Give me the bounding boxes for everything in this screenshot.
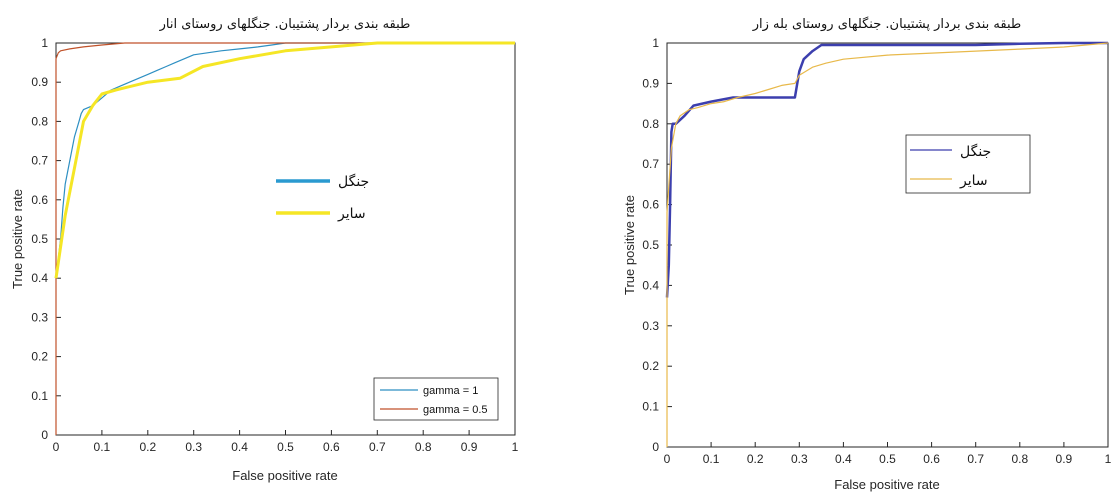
x-tick-label: 0.8 [415,440,432,454]
x-axis-label: False positive rate [834,477,940,492]
y-tick-label: 0.6 [642,198,659,212]
x-tick-label: 0.1 [703,452,720,466]
x-tick-label: 1 [1105,452,1112,466]
series-line [55,42,515,435]
y-tick-label: 0.8 [31,114,48,128]
x-tick-label: 0.4 [231,440,248,454]
chart-left: طبقه بندی بردار پشتیبان. جنگلهای روستای … [10,16,519,483]
y-tick-label: 0.5 [31,232,48,246]
legend-bottom-right: gamma = 1 gamma = 0.5 [373,377,499,421]
x-tick-label: 0.5 [277,440,294,454]
y-tick-label: 0.4 [31,271,48,285]
y-ticks: 0 0.1 0.2 0.3 0.4 0.5 0.6 0.7 0.8 0.9 1 [31,36,61,442]
y-tick-label: 0.1 [642,400,659,414]
x-axis-label: False positive rate [232,468,338,483]
y-tick-label: 1 [41,36,48,50]
x-tick-label: 0.4 [835,452,852,466]
series-line [54,41,515,279]
legend-label-other: سایر [959,173,988,189]
y-tick-label: 0.4 [642,278,659,292]
x-tick-label: 0.1 [94,440,111,454]
y-tick-label: 0.5 [642,238,659,252]
x-tick-label: 0 [664,452,671,466]
legend-label-gamma1: gamma = 1 [423,385,478,397]
y-axis-label: True positive rate [10,189,25,289]
y-axis-label: True positive rate [622,195,637,295]
x-tick-label: 0.7 [369,440,386,454]
legend-label-forest: جنگل [960,143,991,160]
x-tick-label: 0.8 [1011,452,1028,466]
legend-box [905,134,1031,194]
y-tick-label: 0 [41,428,48,442]
legend-upper-right: جنگل سایر [905,134,1031,194]
series-lines [54,41,515,435]
y-tick-label: 0.8 [642,117,659,131]
legend-center: جنگل سایر [276,173,369,222]
y-tick-label: 0.9 [642,76,659,90]
x-ticks: 0 0.1 0.2 0.3 0.4 0.5 0.6 0.7 0.8 0.9 1 [53,430,519,454]
legend-label-other: سایر [337,206,366,222]
x-tick-label: 0.9 [1056,452,1073,466]
chart-title: طبقه بندی بردار پشتیبان. جنگلهای روستای … [752,16,1022,32]
legend-label-forest: جنگل [338,173,369,190]
y-ticks: 0 0.1 0.2 0.3 0.4 0.5 0.6 0.7 0.8 0.9 1 [642,36,672,454]
x-tick-label: 0.2 [139,440,156,454]
series-lines [665,41,1109,447]
y-tick-label: 0 [652,440,659,454]
series-line [55,42,515,275]
y-tick-label: 0.7 [31,154,48,168]
y-tick-label: 0.1 [31,389,48,403]
x-ticks: 0 0.1 0.2 0.3 0.4 0.5 0.6 0.7 0.8 0.9 1 [664,442,1112,466]
series-line [666,42,1109,447]
x-tick-label: 0.5 [879,452,896,466]
y-tick-label: 0.2 [31,350,48,364]
y-tick-label: 0.6 [31,193,48,207]
plot-area [55,42,516,436]
series-line [665,41,1108,298]
x-tick-label: 0.6 [923,452,940,466]
y-tick-label: 0.7 [642,157,659,171]
plot-area [666,42,1109,448]
x-tick-label: 0.2 [747,452,764,466]
chart-right: طبقه بندی بردار پشتیبان. جنگلهای روستای … [622,16,1112,492]
y-tick-label: 0.9 [31,75,48,89]
legend-label-gamma05: gamma = 0.5 [423,404,488,416]
chart-title: طبقه بندی بردار پشتیبان. جنگلهای روستای … [159,16,411,32]
x-tick-label: 0.6 [323,440,340,454]
y-tick-label: 0.2 [642,359,659,373]
y-tick-label: 1 [652,36,659,50]
x-tick-label: 0.9 [461,440,478,454]
x-tick-label: 1 [512,440,519,454]
x-tick-label: 0.3 [791,452,808,466]
y-tick-label: 0.3 [31,310,48,324]
x-tick-label: 0.7 [967,452,984,466]
y-tick-label: 0.3 [642,319,659,333]
x-tick-label: 0.3 [185,440,202,454]
x-tick-label: 0 [53,440,60,454]
legend-box [373,377,499,421]
